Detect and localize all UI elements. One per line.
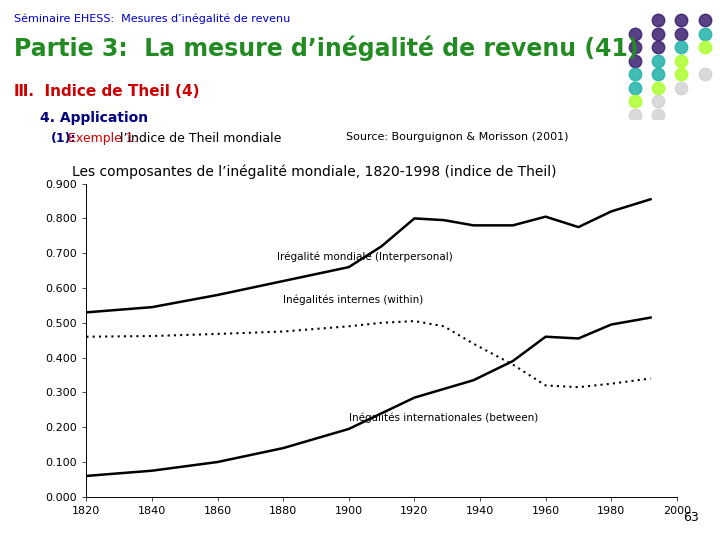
Text: 63: 63 — [683, 511, 698, 524]
Text: l’indice de Theil mondiale: l’indice de Theil mondiale — [112, 132, 281, 145]
Text: Partie 3:  La mesure d’inégalité de revenu (41): Partie 3: La mesure d’inégalité de reven… — [14, 35, 639, 60]
Text: Inégalités internes (within): Inégalités internes (within) — [283, 295, 423, 305]
Text: Ⅲ.  Indice de Theil (4): Ⅲ. Indice de Theil (4) — [14, 84, 200, 99]
Text: 4. Application: 4. Application — [40, 111, 148, 125]
Text: Exemple 1:: Exemple 1: — [68, 132, 138, 145]
Text: Séminaire EHESS:  Mesures d’inégalité de revenu: Séminaire EHESS: Mesures d’inégalité de … — [14, 14, 291, 24]
Text: (1):: (1): — [50, 132, 76, 145]
Text: Source: Bourguignon & Morisson (2001): Source: Bourguignon & Morisson (2001) — [346, 132, 568, 143]
Text: Inégalités internationales (between): Inégalités internationales (between) — [348, 413, 538, 423]
Text: Irégalité mondiale (Interpersonal): Irégalité mondiale (Interpersonal) — [277, 252, 453, 262]
Text: Les composantes de l’inégalité mondiale, 1820-1998 (indice de Theil): Les composantes de l’inégalité mondiale,… — [72, 165, 557, 179]
